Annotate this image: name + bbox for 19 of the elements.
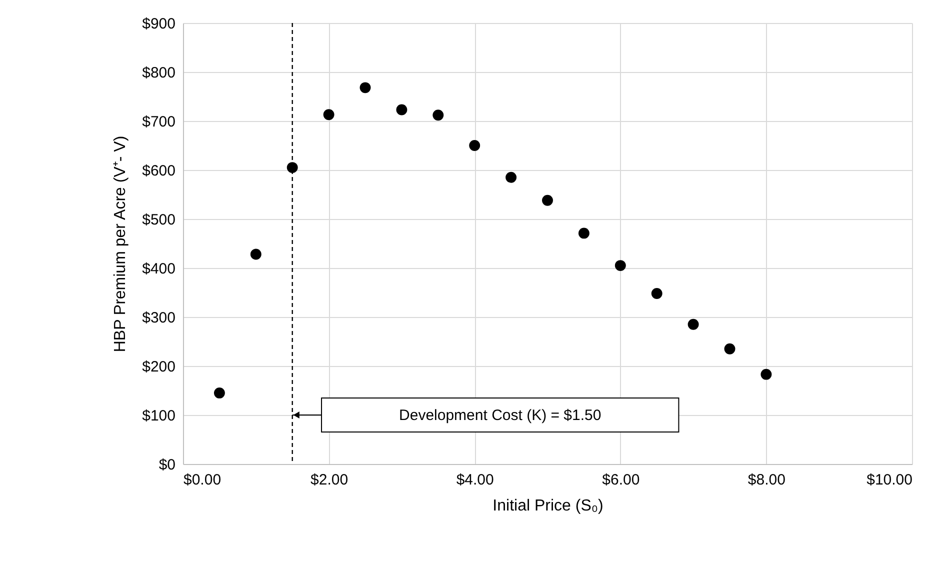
y-tick-label: $900: [142, 16, 176, 32]
x-tick-label: $4.00: [456, 472, 494, 488]
y-tick-label: $200: [142, 358, 176, 376]
ref-line-label: Development Cost (K) = $1.50: [399, 407, 602, 424]
x-tick-label: $2.00: [310, 472, 348, 488]
y-tick-label: $400: [142, 260, 176, 278]
x-tick-label: $8.00: [748, 472, 786, 488]
x-tick-label: $6.00: [602, 472, 640, 488]
y-tick-label: $800: [142, 64, 176, 82]
x-axis-title: Initial Price (S₀): [492, 498, 604, 514]
x-tick-label: $10.00: [866, 472, 912, 488]
y-tick-label: $0: [158, 456, 176, 474]
y-tick-label: $700: [142, 114, 176, 130]
y-tick-label: $100: [142, 408, 176, 424]
y-tick-label: $300: [142, 310, 176, 326]
y-axis-title: HBP Premium per Acre (V⁺- V): [112, 136, 130, 352]
x-tick-label: $0.00: [184, 472, 222, 488]
y-tick-label: $600: [142, 162, 176, 180]
y-tick-label: $500: [142, 212, 176, 228]
